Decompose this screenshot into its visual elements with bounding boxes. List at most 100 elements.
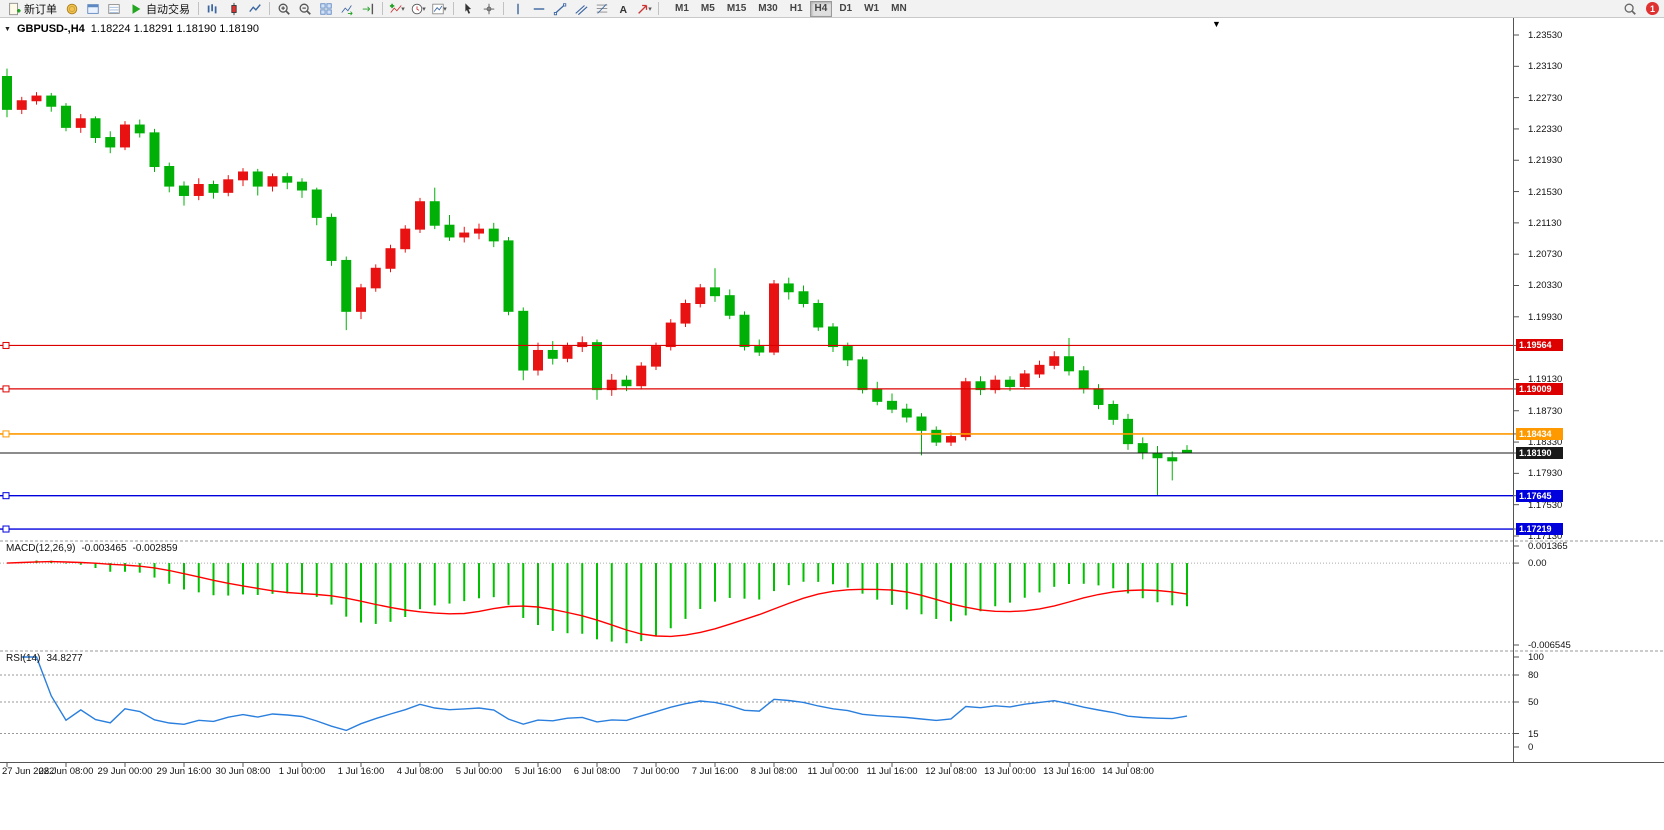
timeframe-w1-button[interactable]: W1 [864, 2, 880, 14]
time-axis-label: 1 Jul 16:00 [337, 766, 385, 777]
candle-body [488, 228, 499, 242]
macd-label: MACD(12,26,9) -0.003465 -0.002859 [6, 543, 178, 554]
rsi-label: RSI(14) 34.8277 [6, 653, 83, 664]
chart-title: ▼ GBPUSD-,H4 1.18224 1.18291 1.18190 1.1… [4, 23, 259, 35]
candle-body [665, 322, 676, 348]
hline-handle[interactable] [2, 492, 10, 500]
candle-body [901, 408, 912, 418]
candle-body [326, 216, 337, 261]
zoom-in-button[interactable] [274, 1, 294, 17]
candle-body [1093, 388, 1104, 405]
hline-handle[interactable] [2, 341, 10, 349]
hline-handle[interactable] [2, 525, 10, 533]
toolbar-separator [382, 2, 383, 15]
periods-button[interactable]: ▾ [408, 1, 428, 17]
vertical-line-button[interactable] [508, 1, 528, 17]
indicators-icon [389, 2, 403, 16]
tile-windows-button[interactable] [316, 1, 336, 17]
candle-body [1049, 356, 1060, 366]
fibonacci-retracement-icon [595, 2, 609, 16]
candlestick-chart-button[interactable] [224, 1, 244, 17]
trendline-button[interactable] [550, 1, 570, 17]
terminal-button[interactable] [104, 1, 124, 17]
auto-trading-label: 自动交易 [146, 3, 190, 16]
chart-canvas[interactable] [0, 18, 1664, 830]
candle-body [577, 342, 588, 348]
candle-body [370, 267, 381, 289]
toolbar-items: 新订单 自动交易 ▾ ▾ ▾ A ▾ [3, 1, 662, 17]
notification-badge[interactable]: 1 [1646, 2, 1659, 15]
candle-body [1064, 356, 1074, 372]
chart-shift-button[interactable] [358, 1, 378, 17]
timeframe-m5-button[interactable]: M5 [700, 2, 715, 14]
rsi-name: RSI(14) [6, 653, 41, 664]
price-axis-label: 1.17530 [1528, 499, 1563, 511]
time-axis-label: 6 Jul 08:00 [573, 766, 621, 777]
rsi-axis-label: 50 [1528, 697, 1539, 708]
price-axis-label: 1.17130 [1528, 530, 1563, 542]
time-axis-label: 14 Jul 08:00 [1102, 766, 1154, 777]
auto-scroll-icon [340, 2, 354, 16]
zoom-in-icon [277, 2, 291, 16]
candle-body [208, 184, 219, 193]
candle-body [503, 240, 514, 312]
line-chart-button[interactable] [245, 1, 265, 17]
timeframe-m15-button[interactable]: M15 [726, 2, 747, 14]
candle-body [754, 346, 765, 353]
chevron-down-icon: ▾ [422, 5, 426, 13]
charts-profile-button[interactable] [62, 1, 82, 17]
timeframe-d1-button[interactable]: D1 [839, 2, 853, 14]
candle-body [105, 137, 116, 148]
text-label-button[interactable]: A [613, 1, 633, 17]
timeframe-m30-button[interactable]: M30 [758, 2, 778, 14]
periods-icon [410, 2, 424, 16]
trendline-icon [553, 2, 567, 16]
time-axis-label: 13 Jul 00:00 [984, 766, 1036, 777]
terminal-icon [107, 2, 121, 16]
candle-body [415, 201, 425, 230]
indicators-button[interactable]: ▾ [387, 1, 407, 17]
timeframe-m1-button[interactable]: M1 [675, 2, 689, 14]
arrow-objects-button[interactable]: ▾ [634, 1, 654, 17]
candle-body [798, 291, 809, 305]
candle-body [1034, 364, 1045, 375]
cursor-button[interactable] [458, 1, 478, 17]
search-icon[interactable] [1620, 1, 1640, 17]
price-axis-label: 1.18730 [1528, 405, 1563, 417]
candle-body [975, 381, 986, 391]
timeframe-mn-button[interactable]: MN [891, 2, 907, 14]
zoom-out-button[interactable] [295, 1, 315, 17]
templates-button[interactable]: ▾ [429, 1, 449, 17]
candle-body [267, 176, 278, 187]
candlestick-chart-icon [227, 2, 241, 16]
timeframe-h1-button[interactable]: H1 [789, 2, 803, 14]
auto-trading-button[interactable]: 自动交易 [125, 1, 194, 17]
chart-window[interactable] [0, 18, 1664, 830]
rsi-axis-label: 0 [1528, 742, 1534, 753]
time-axis-label: 30 Jun 08:00 [215, 766, 271, 777]
crosshair-button[interactable] [479, 1, 499, 17]
bar-chart-icon [206, 2, 220, 16]
fibonacci-retracement-button[interactable] [592, 1, 612, 17]
equidistant-channel-button[interactable] [571, 1, 591, 17]
hline-handle[interactable] [2, 385, 10, 393]
chart-shift-marker-icon[interactable]: ▼ [1212, 19, 1221, 29]
price-axis-label: 1.21130 [1528, 217, 1562, 229]
timeframe-h4-button[interactable]: H4 [809, 0, 833, 17]
bar-chart-button[interactable] [203, 1, 223, 17]
toolbar-separator [198, 2, 199, 15]
candle-body [1078, 370, 1089, 390]
time-axis-label: 29 Jun 00:00 [97, 766, 153, 777]
collapse-triangle-icon[interactable]: ▼ [4, 25, 11, 33]
vertical-line-icon [511, 2, 525, 16]
macd-name: MACD(12,26,9) [6, 543, 76, 554]
horizontal-line-button[interactable] [529, 1, 549, 17]
price-axis-label: 1.19930 [1528, 311, 1563, 323]
auto-scroll-button[interactable] [337, 1, 357, 17]
time-axis-label: 11 Jul 00:00 [807, 766, 859, 777]
ohlc-values: 1.18224 1.18291 1.18190 1.18190 [90, 23, 259, 35]
hline-handle[interactable] [2, 430, 10, 438]
time-axis-label: 28 Jun 08:00 [38, 766, 94, 777]
profiles-button[interactable] [83, 1, 103, 17]
new-order-button[interactable]: 新订单 [3, 1, 61, 17]
